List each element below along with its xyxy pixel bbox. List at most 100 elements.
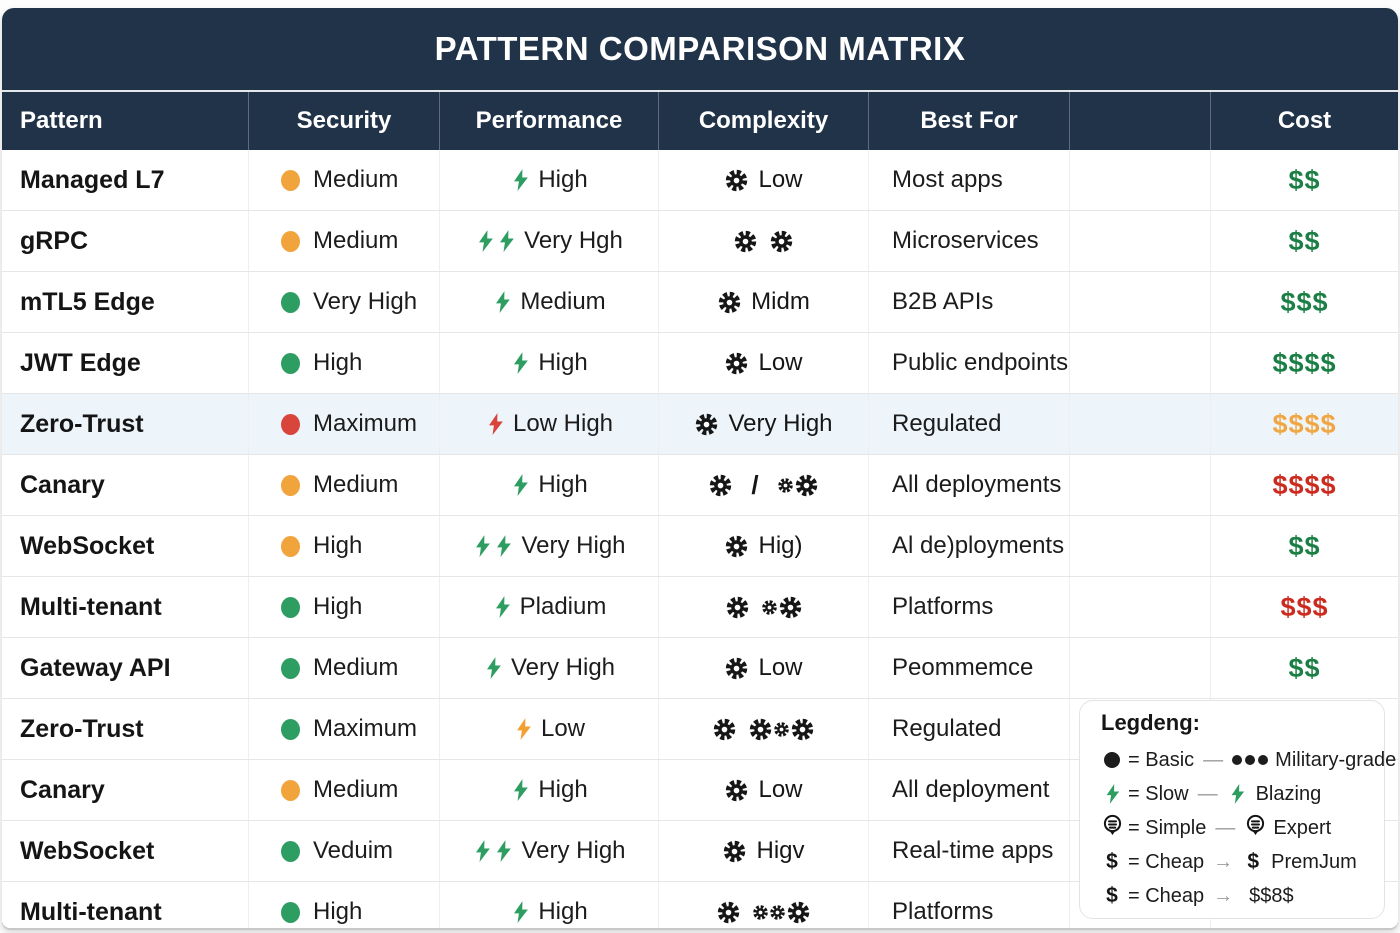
complexity-label: Low — [758, 349, 803, 376]
gear-icon — [724, 351, 749, 376]
spacer-cell — [1069, 577, 1210, 637]
performance-label: High — [538, 898, 588, 925]
spacer-cell — [1069, 150, 1210, 210]
security-cell: Medium — [248, 211, 439, 271]
performance-cell: High — [439, 150, 658, 210]
security-level-dot-icon — [281, 474, 300, 496]
gear-icon — [694, 412, 719, 437]
best-for-cell: All deployments — [868, 455, 1069, 515]
security-label: Medium — [313, 654, 399, 681]
performance-cell: Medium — [439, 272, 658, 332]
legend-dash-icon: — — [1203, 748, 1224, 771]
complexity-label: Low — [758, 166, 803, 193]
security-level-dot-icon — [281, 779, 300, 801]
cost-value: $$$ — [1280, 591, 1329, 622]
lightning-bolt-icon — [1103, 783, 1122, 805]
complexity-cell: Very High — [658, 394, 868, 454]
legend-left-icon — [1101, 752, 1123, 768]
lightning-bolt-icon — [510, 351, 531, 375]
security-label: Medium — [313, 227, 399, 254]
pattern-name: WebSocket — [20, 531, 155, 560]
complexity-cell: Low — [658, 333, 868, 393]
gear-icon — [769, 904, 786, 921]
gear-icon — [722, 839, 747, 864]
legend-entry: $ = Cheap → $ PremJum — [1101, 845, 1384, 879]
legend-card: Legdeng: = Basic — Military-grade = Slow — Bl… — [1079, 700, 1396, 919]
performance-label: Very High — [521, 837, 626, 864]
lightning-bolt-icon — [483, 656, 504, 680]
best-for-cell: All deployment — [868, 760, 1069, 820]
column-header-spacer — [1069, 92, 1210, 150]
column-header-best_for: Best For — [868, 92, 1069, 150]
complexity-cell: / — [658, 455, 868, 515]
gear-icon — [724, 534, 749, 559]
legend-left-text: = Simple — [1128, 816, 1207, 839]
legend-entry: $ = Cheap → $$8$ — [1101, 879, 1384, 913]
lightning-bolt-icon — [485, 412, 506, 436]
legend-dash-icon: → — [1213, 884, 1234, 907]
performance-label: High — [538, 776, 588, 803]
complexity-cell: Higv — [658, 821, 868, 881]
best-for-cell: B2B APIs — [868, 272, 1069, 332]
gear-icon — [724, 168, 749, 193]
gear-icon — [712, 717, 737, 742]
gear-icon — [733, 229, 758, 254]
performance-cell: Pladium — [439, 577, 658, 637]
lightning-bolt-icon — [510, 778, 531, 802]
lightning-bolt-icon — [1228, 783, 1247, 805]
basic-dot-icon — [1104, 752, 1120, 768]
legend-dash-icon: — — [1197, 782, 1218, 805]
pattern-name: mTL5 Edge — [20, 287, 155, 316]
security-level-dot-icon — [281, 535, 300, 557]
performance-cell: Very High — [439, 638, 658, 698]
legend-left-icon — [1101, 814, 1123, 843]
performance-cell: Low High — [439, 394, 658, 454]
gear-icon — [773, 721, 790, 738]
best-for-cell: Regulated — [868, 394, 1069, 454]
security-level-dot-icon — [281, 169, 300, 191]
cost-value: $$ — [1288, 652, 1321, 683]
cost-cell: $$$ — [1210, 577, 1398, 637]
dollar-icon: $ — [1247, 850, 1260, 873]
table-row: Managed L7 Medium High Low Most apps $$ — [2, 150, 1398, 210]
performance-label: Very High — [521, 532, 626, 559]
security-label: Maximum — [313, 410, 418, 437]
complexity-cell — [658, 699, 868, 759]
gear-icon — [725, 595, 750, 620]
gear-icon — [752, 904, 769, 921]
title-bar: PATTERN COMPARISON MATRIX — [2, 8, 1398, 90]
lightning-bolt-icon — [492, 595, 513, 619]
cost-cell: $$$$ — [1210, 333, 1398, 393]
complexity-cell — [658, 882, 868, 928]
dollar-icon: $ — [1106, 850, 1118, 873]
best-for-cell: Peommemce — [868, 638, 1069, 698]
complexity-cell: Midm — [658, 272, 868, 332]
table-row: WebSocket High Very High Hig) Al de)ployment… — [2, 515, 1398, 576]
pattern-name: JWT Edge — [20, 348, 141, 377]
legend-right-text: PremJum — [1271, 850, 1357, 873]
gear-icon — [786, 900, 811, 925]
security-level-dot-icon — [281, 840, 300, 862]
security-label: Medium — [313, 471, 399, 498]
table-row: mTL5 Edge Very High Medium Midm B2B APIs $$$ — [2, 271, 1398, 332]
expert-badge-icon — [1245, 814, 1266, 843]
security-label: High — [313, 593, 363, 620]
spacer-cell — [1069, 760, 1210, 820]
performance-cell: Very High — [439, 516, 658, 576]
security-cell: Maximum — [248, 394, 439, 454]
column-header-cost: Cost — [1210, 92, 1398, 150]
legend-left-text: = Cheap — [1128, 884, 1205, 907]
pattern-name: WebSocket — [20, 836, 155, 865]
legend-title: Legdeng: — [1101, 710, 1200, 735]
lightning-bolt-icon — [510, 473, 531, 497]
complexity-cell: Low — [658, 150, 868, 210]
pattern-name: Managed L7 — [20, 165, 165, 194]
legend-right-icon — [1227, 783, 1249, 805]
legend-left-icon — [1101, 783, 1123, 805]
cost-cell: $$$ — [1210, 272, 1398, 332]
legend-right-icon — [1232, 755, 1269, 765]
legend-left-text: = Slow — [1128, 782, 1189, 805]
security-cell: Veduim — [248, 821, 439, 881]
cost-cell: $$ — [1210, 516, 1398, 576]
